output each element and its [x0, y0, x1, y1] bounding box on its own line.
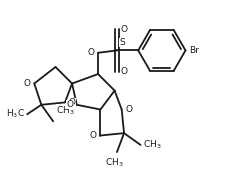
Text: Br: Br	[189, 46, 199, 55]
Text: O: O	[90, 131, 97, 140]
Text: O: O	[120, 25, 128, 34]
Text: O: O	[68, 98, 75, 107]
Text: CH$_3$: CH$_3$	[143, 139, 162, 151]
Text: H$_3$C: H$_3$C	[6, 108, 25, 120]
Text: S: S	[119, 38, 125, 47]
Text: O: O	[120, 67, 128, 76]
Text: O: O	[125, 105, 132, 114]
Text: O: O	[24, 79, 31, 88]
Text: CH$_3$: CH$_3$	[105, 157, 124, 169]
Text: O: O	[88, 48, 94, 57]
Text: O: O	[66, 100, 73, 109]
Text: CH$_3$: CH$_3$	[56, 104, 74, 117]
